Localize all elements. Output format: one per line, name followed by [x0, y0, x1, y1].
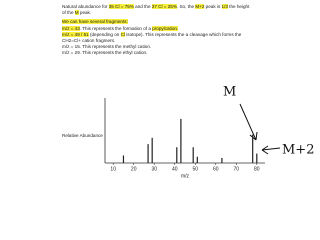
peak — [151, 137, 153, 163]
x-tick-label: 80 — [254, 166, 260, 172]
page: Natural abundance for 35 Cl = 75% and th… — [62, 4, 315, 180]
highlighted-text: 1/3 — [221, 4, 228, 9]
peak — [252, 134, 254, 163]
highlighted-text: 37 Cl = 25% — [151, 4, 177, 9]
peak — [192, 147, 194, 163]
x-tick-label: 60 — [213, 166, 219, 172]
y-axis-label: Relative Abundance — [62, 133, 103, 138]
text-line: m/z = 49 / 51 (depending on Cl isotope).… — [62, 31, 249, 38]
peak — [196, 156, 198, 163]
text: . This represents the formation of a — [79, 25, 153, 31]
text-line: Natural abundance for 35 Cl = 75% and th… — [62, 4, 249, 10]
text-line: of the M peak. — [62, 10, 249, 16]
peak — [180, 118, 182, 163]
text-line: CH2=Cl+ cation fragment. — [62, 38, 249, 44]
highlighted-text: m/z = 49 / 51 — [62, 31, 89, 37]
x-tick-label: 10 — [110, 166, 116, 172]
peak — [147, 144, 149, 163]
text: peak. — [78, 10, 92, 16]
highlighted-text: propylcation. — [152, 25, 179, 31]
arrow-m2 — [261, 145, 281, 155]
text: isotope). This represents the a cleavage… — [124, 31, 242, 37]
x-tick-label: 70 — [234, 166, 240, 172]
x-tick-label: 20 — [131, 166, 137, 172]
text: and the — [133, 4, 152, 9]
text: m/z = 15. This represents the methyl cat… — [62, 44, 152, 50]
text-line: m/z = 15. This represents the methyl cat… — [62, 44, 249, 50]
highlighted-text: We can have several fragments: — [62, 19, 128, 25]
slide-text: Natural abundance for 35 Cl = 75% and th… — [62, 4, 249, 57]
annotation: M+2 — [282, 143, 314, 158]
text-line: We can have several fragments: — [62, 19, 249, 25]
highlighted-text: Cl — [120, 31, 125, 37]
text: (depending on — [88, 31, 121, 37]
x-axis-label: m/z — [181, 173, 190, 179]
text: m/z = 29. This represents the ethyl cati… — [62, 50, 148, 56]
spectrum: 10 20 30 40 50 60 70 80 Relative Abundance m/z M M+… — [62, 85, 314, 180]
text: . So, the — [176, 4, 196, 9]
highlighted-text: 35 Cl = 75% — [108, 4, 134, 9]
highlighted-text: m/z = 43 — [62, 25, 80, 31]
arrow-m — [239, 103, 258, 141]
peak — [221, 157, 223, 163]
x-tick-label: 40 — [172, 166, 178, 172]
peak — [176, 147, 178, 163]
text: of the — [62, 10, 75, 16]
peak — [122, 155, 125, 163]
text: CH2=Cl+ cation fragment. — [62, 38, 116, 44]
x-tick-label: 50 — [192, 166, 198, 172]
text: Natural abundance for — [62, 4, 109, 9]
text: the height — [227, 4, 250, 9]
highlighted-text: M+2 — [195, 4, 205, 9]
annotation: M — [223, 85, 236, 100]
x-tick-label: 30 — [151, 166, 157, 172]
text-line: m/z = 29. This represents the ethyl cati… — [62, 50, 249, 56]
highlighted-text: M — [74, 10, 79, 16]
text: peak is — [204, 4, 222, 9]
peak — [256, 153, 258, 163]
text-line: m/z = 43. This represents the formation … — [62, 25, 249, 32]
